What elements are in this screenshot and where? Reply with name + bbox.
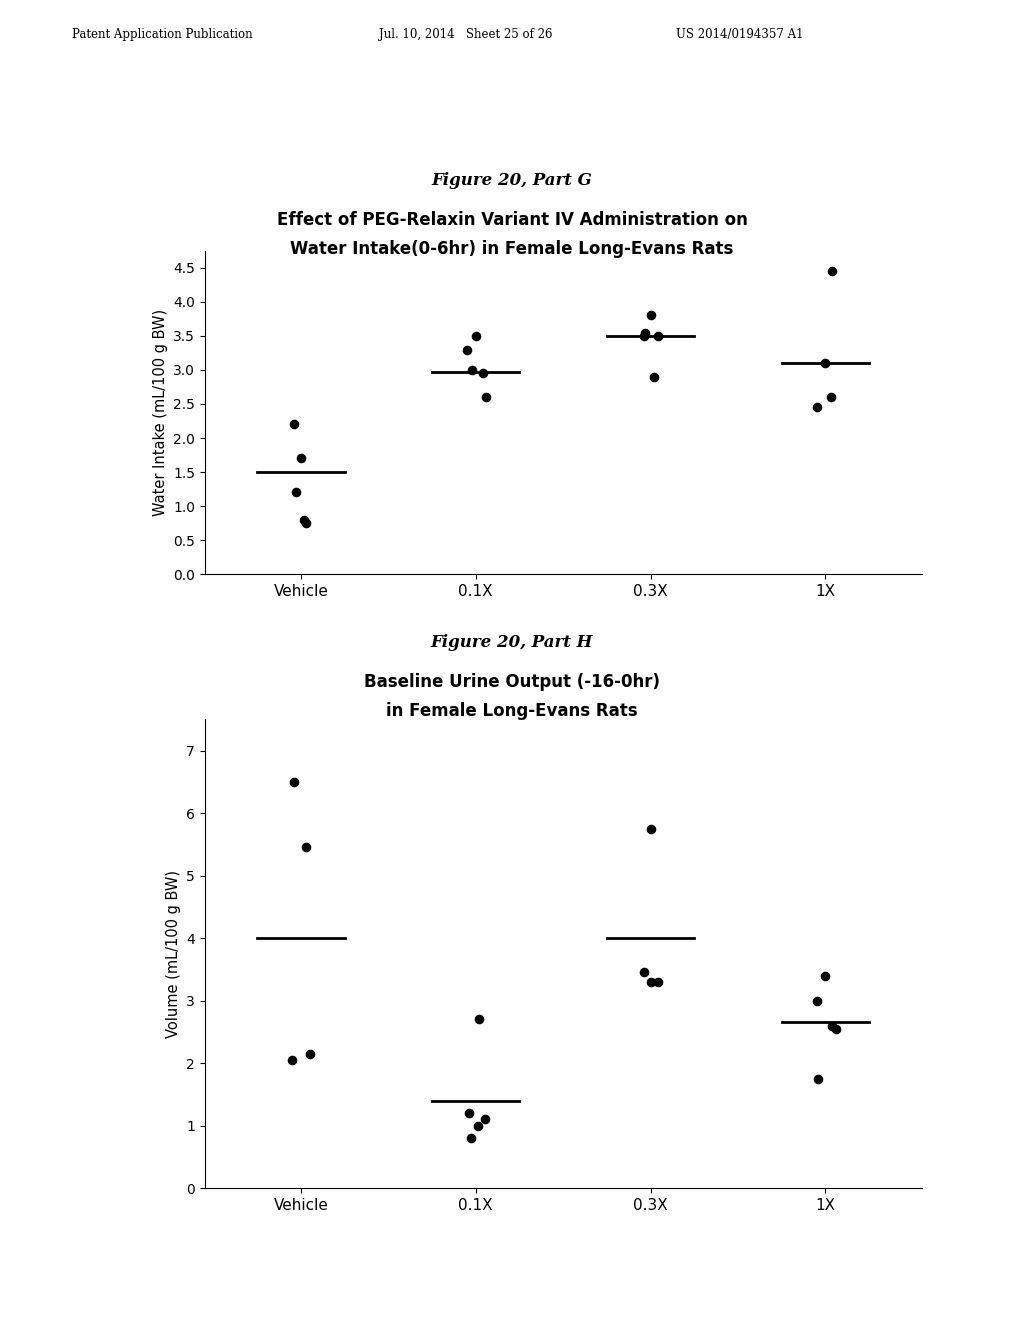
Point	[474, 363, 490, 384]
Point	[463, 1127, 479, 1148]
Point	[642, 818, 658, 840]
Text: Baseline Urine Output (-16-0hr): Baseline Urine Output (-16-0hr)	[364, 673, 660, 692]
Point	[469, 1115, 485, 1137]
Point	[642, 305, 658, 326]
Point	[461, 1102, 477, 1123]
Point	[824, 1015, 841, 1036]
Point	[468, 325, 484, 346]
Text: Patent Application Publication: Patent Application Publication	[72, 28, 252, 41]
Point	[649, 972, 666, 993]
Point	[637, 322, 653, 343]
Point	[827, 1018, 844, 1039]
Text: Figure 20, Part G: Figure 20, Part G	[431, 172, 593, 189]
Point	[478, 387, 495, 408]
Point	[288, 482, 304, 503]
Text: Effect of PEG-Relaxin Variant IV Administration on: Effect of PEG-Relaxin Variant IV Adminis…	[276, 211, 748, 230]
Point	[809, 990, 825, 1011]
Point	[636, 325, 652, 346]
Point	[293, 447, 309, 469]
Point	[296, 510, 312, 531]
Point	[822, 387, 839, 408]
Point	[476, 1109, 493, 1130]
Y-axis label: Water Intake (mL/100 g BW): Water Intake (mL/100 g BW)	[153, 309, 168, 516]
Point	[301, 1043, 317, 1064]
Point	[649, 325, 666, 346]
Point	[284, 1049, 300, 1071]
Text: Jul. 10, 2014   Sheet 25 of 26: Jul. 10, 2014 Sheet 25 of 26	[379, 28, 552, 41]
Text: Figure 20, Part H: Figure 20, Part H	[431, 634, 593, 651]
Text: in Female Long-Evans Rats: in Female Long-Evans Rats	[386, 702, 638, 721]
Point	[298, 837, 314, 858]
Point	[286, 771, 302, 792]
Point	[459, 339, 475, 360]
Point	[817, 965, 834, 986]
Point	[471, 1008, 487, 1030]
Point	[286, 414, 302, 436]
Y-axis label: Volume (mL/100 g BW): Volume (mL/100 g BW)	[166, 870, 180, 1038]
Text: Water Intake(0-6hr) in Female Long-Evans Rats: Water Intake(0-6hr) in Female Long-Evans…	[291, 240, 733, 259]
Point	[809, 397, 825, 418]
Text: US 2014/0194357 A1: US 2014/0194357 A1	[676, 28, 804, 41]
Point	[636, 962, 652, 983]
Point	[824, 260, 841, 281]
Point	[298, 512, 314, 533]
Point	[646, 366, 663, 387]
Point	[810, 1068, 826, 1089]
Point	[642, 972, 658, 993]
Point	[817, 352, 834, 374]
Point	[464, 359, 480, 380]
